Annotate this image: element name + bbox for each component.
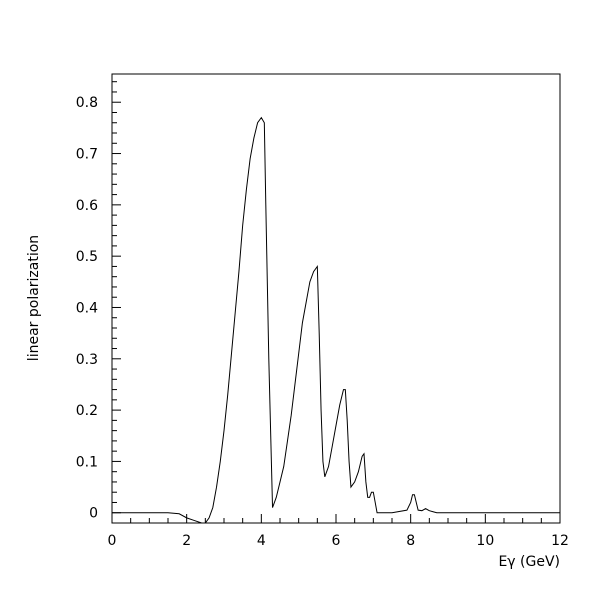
x-tick-label: 8 xyxy=(406,533,415,549)
x-tick-label: 2 xyxy=(182,533,191,549)
y-tick-label: 0 xyxy=(89,506,98,522)
x-axis-label: Eγ (GeV) xyxy=(498,554,560,570)
plot-frame xyxy=(111,73,561,524)
x-tick-label: 0 xyxy=(108,533,117,549)
y-tick-label: 0.6 xyxy=(76,198,98,214)
y-tick-label: 0.4 xyxy=(76,300,98,316)
x-tick-label: 6 xyxy=(332,533,341,549)
x-tick-label: 12 xyxy=(551,533,569,549)
series-line xyxy=(112,116,560,524)
y-axis-ticks xyxy=(112,81,121,524)
y-tick-label: 0.2 xyxy=(76,403,98,419)
y-tick-label: 0.8 xyxy=(76,95,98,111)
y-tick-label: 0.1 xyxy=(76,454,98,470)
y-tick-label: 0.7 xyxy=(76,147,98,163)
y-axis-label: linear polarization xyxy=(26,235,42,361)
x-axis-ticks xyxy=(111,514,561,523)
y-tick-label: 0.3 xyxy=(76,352,98,368)
x-tick-label: 4 xyxy=(257,533,266,549)
x-tick-label: 10 xyxy=(476,533,494,549)
y-axis-tick-labels: 0 0.1 0.2 0.3 0.4 0.5 0.6 0.7 0.8 xyxy=(76,95,98,522)
x-axis-tick-labels: 0 2 4 6 8 10 12 xyxy=(108,533,569,549)
y-tick-label: 0.5 xyxy=(76,249,98,265)
